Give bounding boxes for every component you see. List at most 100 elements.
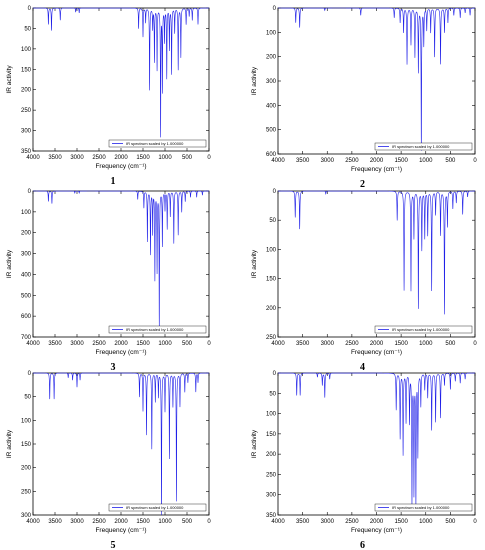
y-tick-label: 250	[266, 335, 277, 341]
y-tick-label: 0	[273, 6, 277, 12]
legend-box	[108, 139, 207, 148]
y-tick-label: 150	[266, 277, 277, 283]
plot-frame	[277, 190, 476, 338]
y-tick-label: 200	[21, 466, 32, 472]
y-tick-label: 250	[266, 472, 277, 478]
x-tick-label: 0	[207, 341, 211, 347]
y-tick-label: 100	[21, 47, 32, 53]
ir-chart-5: 4000 3500 3000 2500 2000 1500 1000 500 0 0 50 100 15…	[6, 371, 211, 550]
x-tick-label: 4000	[271, 519, 285, 525]
legend-box	[108, 503, 207, 512]
y-tick-label: 400	[266, 103, 277, 109]
x-tick-label: 3000	[321, 341, 335, 347]
x-tick-label: 3000	[70, 341, 84, 347]
y-tick-label: 250	[21, 489, 32, 495]
x-tick-label: 3000	[70, 519, 84, 525]
plot-frame	[32, 7, 210, 152]
x-tick-label: 2500	[345, 158, 359, 164]
ir-chart-1: 4000 3500 3000 2500 2000 1500 1000 500 0 0 50 100 15…	[6, 6, 211, 187]
x-tick-label: 2000	[370, 158, 384, 164]
spectrum-line	[33, 372, 209, 516]
figure-number: 3	[111, 362, 116, 373]
y-tick-label: 400	[21, 272, 32, 278]
legend-box	[374, 142, 473, 151]
y-tick-label: 0	[28, 6, 32, 12]
x-tick-label: 4000	[26, 341, 40, 347]
y-tick-label: 300	[21, 513, 32, 519]
x-axis-label: Frequency (cm⁻¹)	[95, 349, 146, 356]
y-tick-label: 200	[266, 306, 277, 312]
y-tick-label: 200	[266, 452, 277, 458]
y-tick-label: 300	[21, 252, 32, 258]
y-axis-label: IR activity	[251, 66, 258, 95]
x-tick-label: 0	[473, 158, 477, 164]
x-tick-label: 0	[473, 519, 477, 525]
y-tick-label: 0	[28, 371, 32, 377]
x-tick-label: 500	[445, 519, 456, 525]
x-tick-label: 2000	[114, 341, 128, 347]
y-tick-label: 150	[266, 432, 277, 438]
x-tick-label: 3000	[321, 519, 335, 525]
legend-box	[108, 325, 207, 334]
legend-label: IR spectrum scaled by 1.000000	[392, 327, 450, 332]
y-axis-label: IR activity	[251, 249, 258, 278]
x-tick-label: 4000	[271, 341, 285, 347]
y-tick-label: 600	[266, 152, 277, 158]
y-tick-label: 500	[21, 293, 32, 299]
y-tick-label: 0	[273, 371, 277, 377]
x-tick-label: 3000	[70, 155, 84, 161]
x-tick-label: 500	[445, 158, 456, 164]
x-tick-label: 3500	[48, 155, 62, 161]
x-axis-label: Frequency (cm⁻¹)	[95, 527, 146, 534]
x-tick-label: 1500	[136, 341, 150, 347]
y-tick-label: 350	[21, 149, 32, 155]
legend-label: IR spectrum scaled by 1.000000	[126, 505, 184, 510]
y-axis-label: IR activity	[6, 429, 13, 458]
x-tick-label: 4000	[26, 155, 40, 161]
legend: IR spectrum scaled by 1.000000	[108, 325, 207, 334]
legend: IR spectrum scaled by 1.000000	[374, 503, 473, 512]
x-tick-label: 500	[445, 341, 456, 347]
ir-chart-2: 4000 3500 3000 2500 2000 1500 1000 500 001002003…	[251, 6, 477, 190]
y-tick-label: 300	[266, 493, 277, 499]
y-tick-label: 100	[266, 412, 277, 418]
y-tick-label: 0	[28, 189, 32, 195]
y-tick-label: 100	[21, 210, 32, 216]
legend-label: IR spectrum scaled by 1.000000	[392, 144, 450, 149]
y-axis-label: IR activity	[6, 65, 13, 94]
y-tick-label: 150	[21, 67, 32, 73]
x-tick-label: 4000	[26, 519, 40, 525]
y-tick-label: 50	[269, 391, 276, 397]
spectrum-line	[33, 190, 209, 329]
x-tick-label: 3500	[48, 519, 62, 525]
spectrum-line	[278, 7, 475, 151]
x-tick-label: 1500	[136, 155, 150, 161]
ir-chart-4: 4000 3500 3000 2500 2000 1500 1000 500 0 0 50 100 15…	[251, 189, 477, 373]
y-tick-label: 300	[266, 79, 277, 85]
x-tick-label: 2000	[370, 519, 384, 525]
figure-number: 4	[360, 362, 365, 373]
y-axis-label: IR activity	[6, 249, 13, 278]
x-tick-label: 1000	[158, 519, 172, 525]
x-tick-label: 2500	[345, 519, 359, 525]
ir-chart-3: 4000 3500 3000 2500 2000 1500 1000 500 001002003…	[6, 189, 211, 373]
y-tick-label: 300	[21, 129, 32, 135]
y-tick-label: 500	[266, 128, 277, 134]
plot-frame	[32, 190, 210, 338]
spectrum-line	[278, 190, 475, 315]
x-tick-label: 0	[207, 155, 211, 161]
x-tick-label: 2500	[92, 155, 106, 161]
figure-number: 1	[111, 176, 116, 187]
y-tick-label: 700	[21, 335, 32, 341]
x-tick-label: 3000	[321, 158, 335, 164]
x-tick-label: 500	[182, 341, 193, 347]
legend: IR spectrum scaled by 1.000000	[108, 503, 207, 512]
y-tick-label: 200	[21, 231, 32, 237]
x-tick-label: 1000	[419, 519, 433, 525]
x-tick-label: 3500	[296, 341, 310, 347]
y-tick-label: 50	[269, 218, 276, 224]
x-axis-label: Frequency (cm⁻¹)	[351, 166, 402, 173]
y-tick-label: 350	[266, 513, 277, 519]
y-tick-label: 100	[266, 30, 277, 36]
x-axis-label: Frequency (cm⁻¹)	[351, 349, 402, 356]
